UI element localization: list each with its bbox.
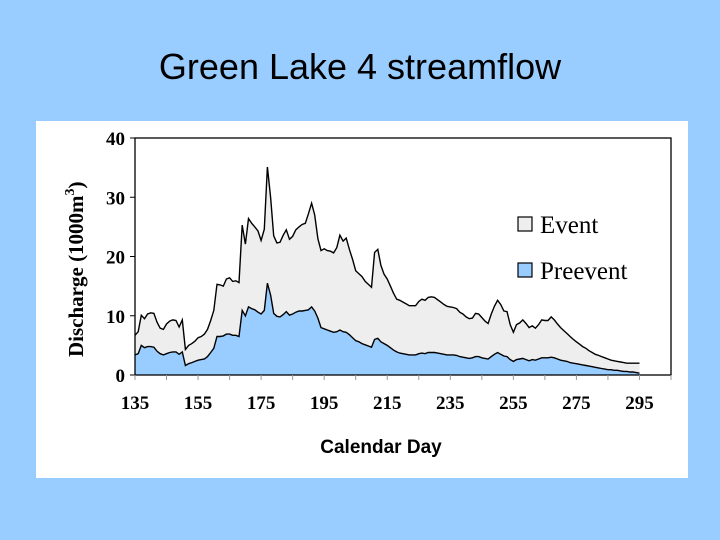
- legend-label-event: Event: [540, 212, 598, 239]
- x-axis-ticks: 135 155 175 195 215 235 255 275 295: [121, 375, 672, 414]
- x-tick-label: 295: [625, 393, 654, 414]
- legend-swatch-event: [517, 216, 533, 232]
- x-tick-label: 275: [562, 393, 591, 414]
- legend-swatch-preevent: [517, 262, 533, 278]
- event-line: [134, 166, 640, 364]
- x-tick-label: 255: [499, 393, 527, 414]
- y-axis-label: Discharge (1000m3): [63, 181, 88, 357]
- preevent-line: [134, 283, 640, 374]
- x-tick-label: 175: [247, 393, 276, 414]
- y-tick-label: 20: [106, 248, 125, 269]
- legend: Event Preevent: [517, 212, 628, 285]
- x-axis-label: Calendar Day: [320, 437, 442, 458]
- x-tick-label: 155: [184, 393, 213, 414]
- chart-areas: [134, 166, 640, 375]
- y-tick-label: 30: [106, 188, 125, 209]
- x-tick-label: 195: [310, 393, 339, 414]
- x-tick-label: 215: [373, 393, 402, 414]
- slide-title: Green Lake 4 streamflow: [158, 46, 562, 87]
- x-tick-label: 235: [436, 393, 465, 414]
- y-tick-label: 40: [106, 129, 125, 150]
- y-axis-ticks: 0 10 20 30 40: [106, 129, 135, 387]
- y-tick-label: 10: [106, 307, 125, 328]
- preevent-area: [135, 283, 640, 375]
- chart-panel: 0 10 20 30 40 135 155 175 195 215 235 255 275 295 Di…: [36, 121, 688, 478]
- y-tick-label: 0: [116, 366, 126, 387]
- x-tick-label: 135: [121, 393, 150, 414]
- legend-label-preevent: Preevent: [540, 258, 628, 285]
- streamflow-chart: 0 10 20 30 40 135 155 175 195 215 235 255 275 295 Di…: [63, 129, 672, 458]
